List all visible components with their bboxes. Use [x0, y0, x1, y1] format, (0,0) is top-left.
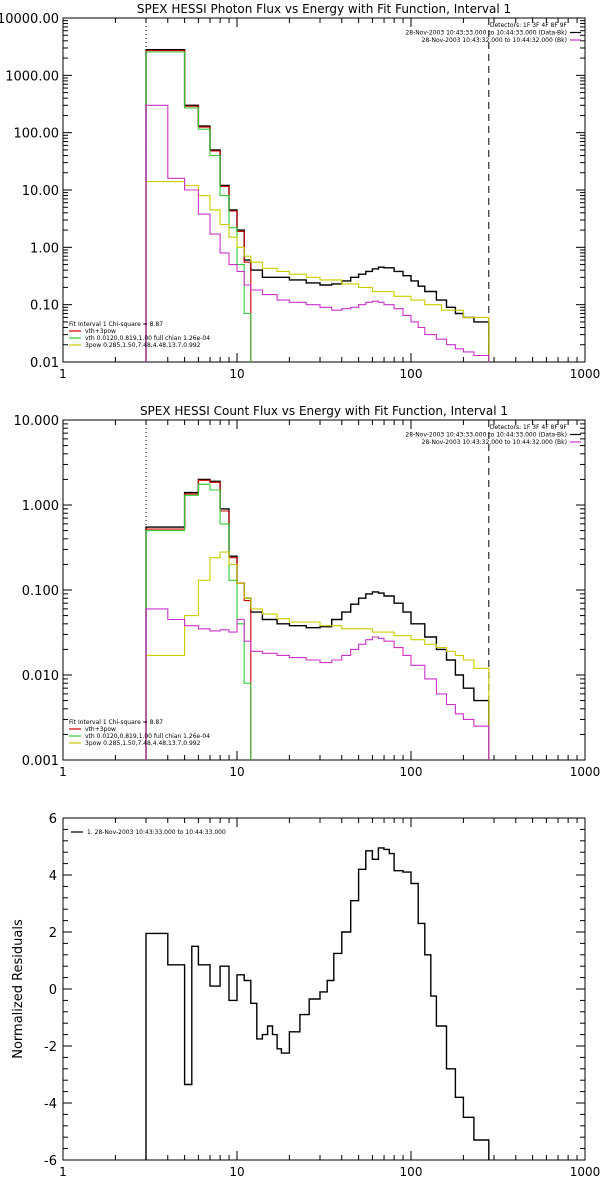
info-line: 28-Nov-2003 10:43:32.000 to 10:44:32.000… [422, 439, 567, 446]
y-tick-label: 100.00 [14, 127, 60, 142]
fit-legend-label: vth 0.0120,0.819,1.00 full chian 1.26e-0… [85, 733, 210, 740]
series-line-2 [145, 51, 252, 362]
plot-frame [62, 17, 586, 363]
y-tick-label: 10000.00 [0, 12, 59, 27]
fit-legend-label: 3pow 0.285,1.50,7.48,4.48,13.7,0.992 [85, 740, 201, 747]
series-line-3 [145, 181, 490, 362]
x-tick-label: 10 [229, 1165, 244, 1179]
fit-legend-header: Fit Interval 1 Chi-square = 8.87 [69, 719, 163, 726]
plot-frame [62, 817, 586, 1161]
y-tick-label: 0.10 [30, 299, 59, 314]
fit-legend-label: vth 0.0120,0.819,1.00 full chian 1.26e-0… [85, 335, 210, 342]
info-line: Detectors: 1F 3F 4F 8F 9F [490, 424, 568, 431]
x-tick-label: 1 [59, 367, 67, 381]
x-tick-label: 1 [59, 765, 67, 779]
x-tick-label: 1 [59, 1165, 67, 1179]
chart-title: SPEX HESSI Photon Flux vs Energy with Fi… [137, 2, 511, 16]
y-tick-label: -4 [44, 1097, 57, 1112]
info-line: Detectors: 1F 3F 4F 8F 9F [490, 22, 568, 29]
series-line-0 [145, 478, 490, 760]
y-tick-label: 0 [49, 983, 57, 998]
chart-title: SPEX HESSI Count Flux vs Energy with Fit… [140, 404, 508, 418]
x-tick-label: 10 [229, 765, 244, 779]
y-tick-label: 6 [49, 812, 57, 827]
y-tick-label: 0.100 [22, 584, 59, 599]
fit-legend-label: vth+3pow [85, 328, 116, 335]
y-tick-label: 0.01 [30, 356, 59, 371]
y-tick-label: 10.00 [22, 184, 59, 199]
plot-frame [62, 419, 586, 761]
x-tick-label: 100 [400, 765, 423, 779]
fit-legend-label: 3pow 0.285,1.50,7.48,4.48,13.7,0.992 [85, 342, 201, 349]
x-tick-label: 1000 [570, 765, 600, 779]
y-tick-label: 1.000 [22, 499, 59, 514]
info-line: 28-Nov-2003 10:43:32.000 to 10:44:32.000… [422, 37, 567, 44]
series-line-3 [145, 551, 490, 760]
y-tick-label: 1.00 [30, 241, 59, 256]
y-tick-label: 10.000 [14, 414, 60, 429]
series-line-4 [145, 104, 490, 362]
series-line-4 [145, 608, 490, 760]
y-tick-label: 2 [49, 926, 57, 941]
x-tick-label: 1000 [570, 1165, 600, 1179]
info-line: 28-Nov-2003 10:43:33.000 to 10:44:33.000… [405, 30, 567, 37]
y-tick-label: 0.001 [22, 754, 59, 769]
x-tick-label: 10 [229, 367, 244, 381]
y-tick-label: 0.010 [22, 669, 59, 684]
series-line-0 [145, 847, 490, 1160]
legend-label: 1. 28-Nov-2003 10:43:33.000 to 10:44:33.… [87, 829, 226, 836]
y-tick-label: 4 [49, 869, 57, 884]
series-line-0 [145, 49, 490, 362]
info-line: 28-Nov-2003 10:43:33.000 to 10:44:33.000… [405, 432, 567, 439]
y-tick-label: -2 [44, 1040, 57, 1055]
y-tick-label: 1000.00 [5, 69, 59, 84]
x-tick-label: 100 [400, 1165, 423, 1179]
y-axis-label: Normalized Residuals [11, 919, 26, 1059]
x-tick-label: 1000 [570, 367, 600, 381]
x-tick-label: 100 [400, 367, 423, 381]
fit-legend-label: vth+3pow [85, 726, 116, 733]
fit-legend-header: Fit Interval 1 Chi-square = 8.87 [69, 321, 163, 328]
y-tick-label: -6 [44, 1154, 57, 1169]
